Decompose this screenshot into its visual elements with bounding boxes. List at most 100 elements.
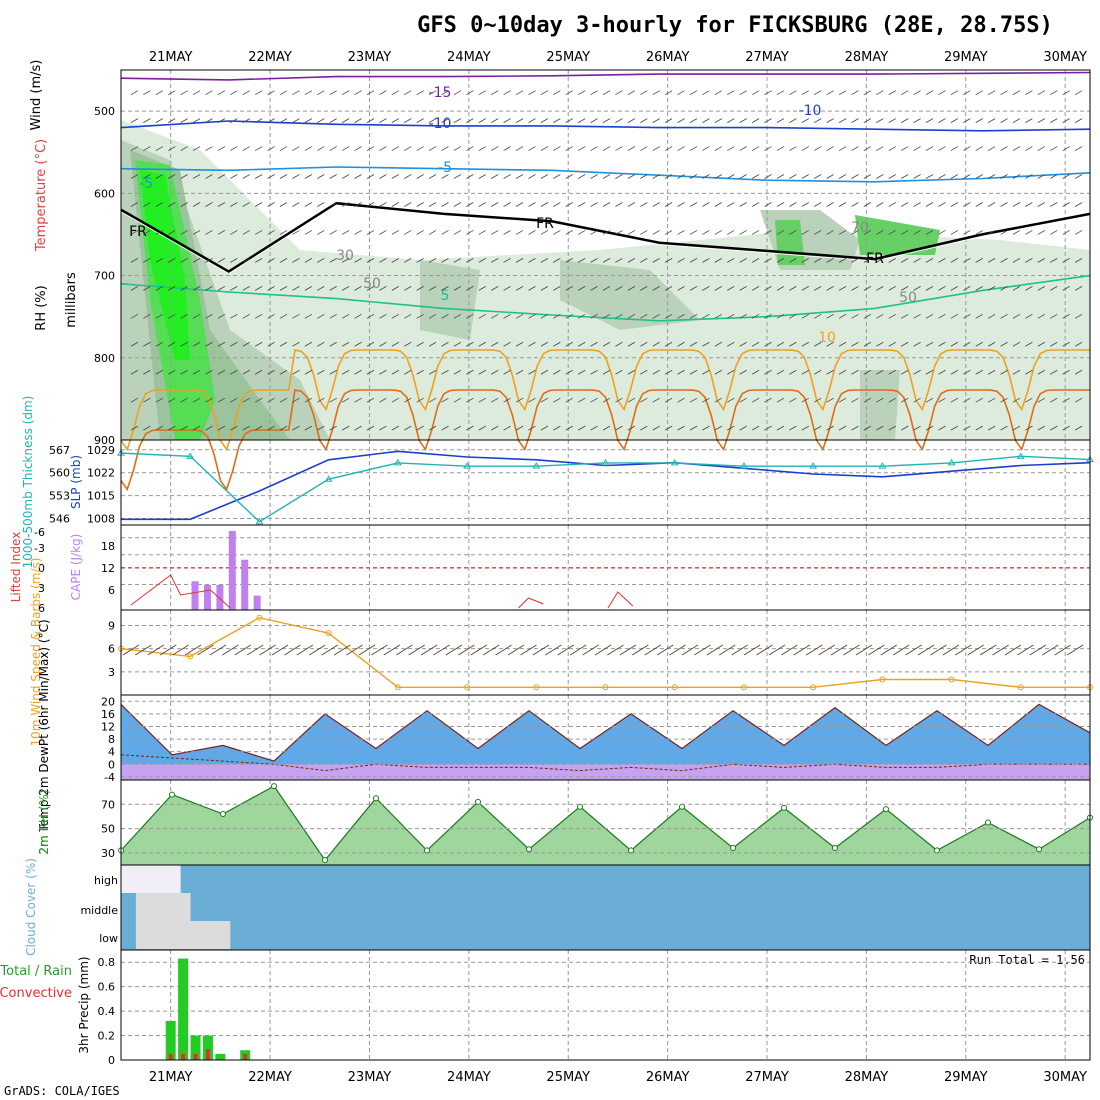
wind-barb xyxy=(627,90,636,96)
wind-barb xyxy=(292,397,300,403)
wind-barb xyxy=(528,230,536,235)
wind-barb xyxy=(130,425,139,431)
wind-barb xyxy=(963,118,971,123)
wind-barb xyxy=(379,174,387,179)
wind-speed-point xyxy=(948,676,955,683)
wind-barb xyxy=(503,90,511,96)
wind-barb xyxy=(1025,202,1033,207)
rh-point xyxy=(373,795,379,802)
isotherm--10 xyxy=(120,120,1091,132)
rh-point xyxy=(475,798,481,805)
wind-barb xyxy=(975,341,983,347)
wind-barb xyxy=(727,118,735,123)
wind-barb xyxy=(416,258,424,263)
wind-barb xyxy=(404,118,412,123)
wind-barb xyxy=(391,369,400,375)
y-tick-rh: 50 xyxy=(101,823,115,836)
wind-barb xyxy=(528,341,536,347)
wind-barb xyxy=(938,202,946,207)
rh-shade-region xyxy=(775,220,805,265)
wind-barb xyxy=(553,174,561,179)
wind-barb xyxy=(279,397,288,403)
wind-barb xyxy=(453,425,462,431)
wind-barb xyxy=(304,90,313,96)
wind-barb-10m xyxy=(818,644,835,656)
wind-barb xyxy=(689,230,698,235)
wind-barb xyxy=(279,286,288,291)
wind-barb xyxy=(602,313,611,319)
wind-barb xyxy=(292,425,300,431)
wind-barb xyxy=(565,258,573,263)
wind-barb xyxy=(987,286,996,291)
wind-barb xyxy=(577,341,586,347)
wind-barb xyxy=(801,258,809,263)
wind-barb xyxy=(950,369,959,375)
wind-barb xyxy=(1000,90,1008,96)
wind-barb xyxy=(664,90,673,96)
wind-barb xyxy=(441,397,449,403)
wind-barb xyxy=(863,230,872,235)
wind-barb xyxy=(602,174,611,179)
wind-barb xyxy=(130,313,139,319)
wind-barb xyxy=(1025,146,1033,151)
precip-total-bar xyxy=(178,958,189,1060)
wind-barb xyxy=(1074,146,1083,151)
wind-barb xyxy=(615,425,623,431)
thickness-point xyxy=(601,458,610,466)
cape-bar xyxy=(203,584,211,610)
wind-speed-point xyxy=(394,684,401,691)
wind-barb xyxy=(925,397,934,403)
wind-barb xyxy=(404,146,412,151)
wind-barb xyxy=(404,286,412,291)
wind-barb xyxy=(230,258,238,263)
wind-barb xyxy=(428,174,437,179)
wind-barb xyxy=(888,146,896,151)
wind-barb xyxy=(217,146,226,151)
wind-barb xyxy=(1012,369,1021,375)
wind-barb xyxy=(913,425,921,431)
wind-barb xyxy=(379,397,387,403)
wind-barb xyxy=(602,286,611,291)
wind-barb xyxy=(776,146,785,151)
wind-barb xyxy=(168,258,176,263)
wind-barb xyxy=(950,313,959,319)
wind-barb xyxy=(528,90,536,96)
y-tick-rh: 70 xyxy=(101,798,115,811)
wind-barb xyxy=(1050,397,1058,403)
wind-barb xyxy=(441,118,449,123)
wind-barb-10m xyxy=(122,644,140,656)
wind-barb xyxy=(615,90,623,96)
wind-barb xyxy=(838,174,847,179)
wind-barb xyxy=(515,341,524,347)
wind-barb xyxy=(1025,397,1033,403)
cloud-layer-label: high xyxy=(94,874,118,887)
wind-barb xyxy=(1074,230,1083,235)
wind-barb xyxy=(1012,425,1021,431)
wind-barb xyxy=(652,397,660,403)
wind-barb-10m xyxy=(358,644,376,656)
y-tick-cape: 12 xyxy=(101,562,115,575)
wind-barb xyxy=(664,118,673,123)
wind-barb xyxy=(304,118,313,123)
wind-barb xyxy=(814,118,822,123)
wind-barb xyxy=(1025,258,1033,263)
x-tick-label-top: 26MAY xyxy=(646,50,690,65)
wind-barb-10m xyxy=(321,644,338,656)
wind-barb xyxy=(938,425,946,431)
wind-barb xyxy=(304,397,313,403)
wind-barb xyxy=(254,202,263,207)
thickness-point xyxy=(1016,452,1025,459)
y-tick-precip: 0.6 xyxy=(98,981,116,994)
wind-barb xyxy=(913,369,921,375)
wind-barb xyxy=(304,230,313,235)
wind-barb xyxy=(838,202,847,207)
wind-barb xyxy=(254,425,263,431)
wind-barb xyxy=(727,90,735,96)
precip-convective-bar xyxy=(193,1053,198,1060)
wind-barb xyxy=(789,118,797,123)
wind-barb xyxy=(776,397,785,403)
contour-label: -15 xyxy=(429,85,452,101)
thickness-point xyxy=(393,458,402,466)
wind-barb xyxy=(640,425,648,431)
wind-barb xyxy=(267,425,275,431)
